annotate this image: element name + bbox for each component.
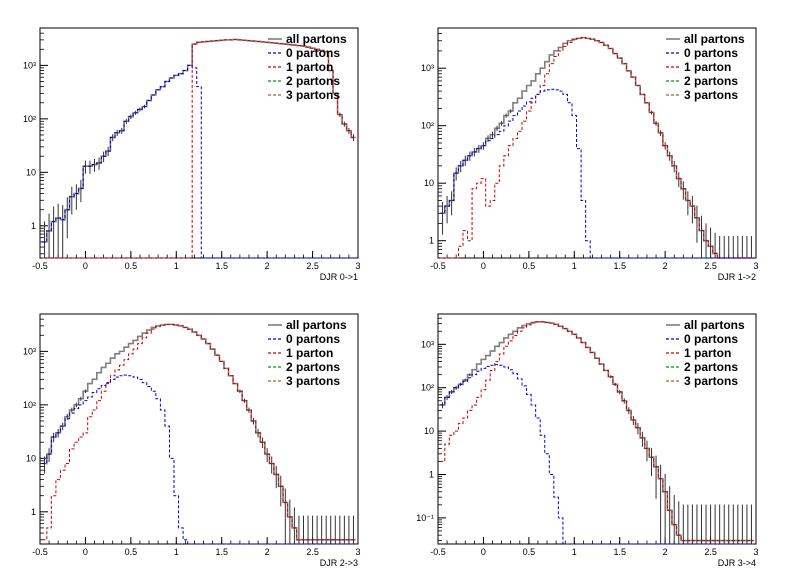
x-axis-label: DJR 0->1 — [320, 272, 358, 282]
x-axis-label: DJR 2->3 — [320, 558, 358, 568]
y-tick-label: 10² — [421, 121, 434, 131]
x-tick-label: 1.5 — [215, 261, 228, 271]
x-tick-label: 1 — [572, 261, 577, 271]
x-tick-label: 3 — [753, 261, 758, 271]
x-tick-label: 2.5 — [306, 261, 319, 271]
y-tick-label: 10 — [424, 426, 434, 436]
x-tick-label: 0 — [83, 547, 88, 557]
x-tick-label: 0 — [83, 261, 88, 271]
x-axis-label: DJR 3->4 — [718, 558, 756, 568]
legend-label: 1 parton — [286, 346, 333, 360]
y-tick-label: 10 — [424, 178, 434, 188]
legend-label: 3 partons — [286, 88, 340, 102]
y-tick-label: 1 — [429, 236, 434, 246]
legend-label: 2 partons — [684, 74, 738, 88]
x-tick-label: 0 — [481, 261, 486, 271]
1-parton-series — [42, 38, 356, 259]
y-tick-label: 10 — [26, 167, 36, 177]
x-tick-label: 1 — [174, 261, 179, 271]
0-partons-series — [42, 64, 356, 259]
x-tick-label: 3 — [355, 261, 360, 271]
legend-label: all partons — [684, 318, 745, 332]
y-tick-label: 1 — [429, 469, 434, 479]
x-tick-label: 0.5 — [523, 547, 536, 557]
djr-3-4-histogram: -0.5 0 0.5 1 1.5 2 2.5 3 10⁻¹ 1 10 10² 10³ DJR 3->4 al… — [416, 313, 759, 568]
0-partons-series — [440, 364, 754, 545]
x-tick-label: 1 — [174, 547, 179, 557]
x-tick-label: 0.5 — [125, 547, 138, 557]
x-tick-label: -0.5 — [32, 261, 48, 271]
legend-label: 3 partons — [684, 374, 738, 388]
plot-frame — [39, 27, 359, 259]
1-parton-series — [42, 323, 356, 541]
x-tick-label: 0.5 — [125, 261, 138, 271]
x-tick-label: 3 — [355, 547, 360, 557]
legend-label: all partons — [286, 32, 347, 46]
legend-label: 0 partons — [286, 332, 340, 346]
x-tick-label: 2.5 — [306, 547, 319, 557]
1-parton-series — [440, 37, 754, 259]
0-partons-series — [440, 88, 754, 259]
x-tick-label: -0.5 — [32, 547, 48, 557]
x-tick-label: 3 — [753, 547, 758, 557]
x-tick-label: 2 — [265, 261, 270, 271]
djr-1-2-histogram: -0.5 0 0.5 1 1.5 2 2.5 3 1 10 10² 10³ DJR 1->2 all pa… — [421, 27, 759, 282]
x-tick-label: 1.5 — [215, 547, 228, 557]
legend-label: 2 partons — [286, 360, 340, 374]
x-tick-label: 2.5 — [704, 261, 717, 271]
1-parton-series — [440, 321, 754, 542]
x-tick-label: 2 — [265, 547, 270, 557]
legend-label: all partons — [286, 318, 347, 332]
y-tick-label: 10² — [23, 400, 36, 410]
plot-frame — [39, 313, 359, 545]
y-tick-label: 1 — [31, 221, 36, 231]
y-tick-label: 1 — [31, 507, 36, 517]
x-tick-label: 1 — [572, 547, 577, 557]
y-tick-label: 10³ — [23, 346, 36, 356]
legend-label: 3 partons — [684, 88, 738, 102]
y-tick-label: 10⁻¹ — [416, 513, 434, 523]
x-tick-label: 2.5 — [704, 547, 717, 557]
legend-label: 1 parton — [684, 346, 731, 360]
x-axis-label: DJR 1->2 — [718, 272, 756, 282]
x-tick-label: 2 — [663, 547, 668, 557]
x-tick-label: -0.5 — [430, 261, 446, 271]
y-tick-label: 10³ — [421, 339, 434, 349]
legend-label: 1 parton — [286, 60, 333, 74]
x-tick-label: 1.5 — [613, 547, 626, 557]
x-tick-label: 0.5 — [523, 261, 536, 271]
legend-label: 2 partons — [286, 74, 340, 88]
x-tick-label: 1.5 — [613, 261, 626, 271]
legend-label: 0 partons — [286, 46, 340, 60]
legend-label: 1 parton — [684, 60, 731, 74]
legend-label: all partons — [684, 32, 745, 46]
y-tick-label: 10³ — [421, 63, 434, 73]
x-tick-label: -0.5 — [430, 547, 446, 557]
legend-label: 0 partons — [684, 332, 738, 346]
legend-label: 3 partons — [286, 374, 340, 388]
y-tick-label: 10² — [421, 383, 434, 393]
legend-label: 2 partons — [684, 360, 738, 374]
djr-0-1-histogram: -0.5 0 0.5 1 1.5 2 2.5 3 1 10 10² 10³ DJR 0->1 all pa… — [23, 27, 361, 282]
x-tick-label: 0 — [481, 547, 486, 557]
y-tick-label: 10 — [26, 453, 36, 463]
legend-label: 0 partons — [684, 46, 738, 60]
x-tick-label: 2 — [663, 261, 668, 271]
y-tick-label: 10³ — [23, 60, 36, 70]
0-partons-series — [42, 374, 356, 545]
y-tick-label: 10² — [23, 114, 36, 124]
djr-2-3-histogram: -0.5 0 0.5 1 1.5 2 2.5 3 1 10 10² 10³ DJR 2->3 all pa… — [23, 313, 361, 568]
